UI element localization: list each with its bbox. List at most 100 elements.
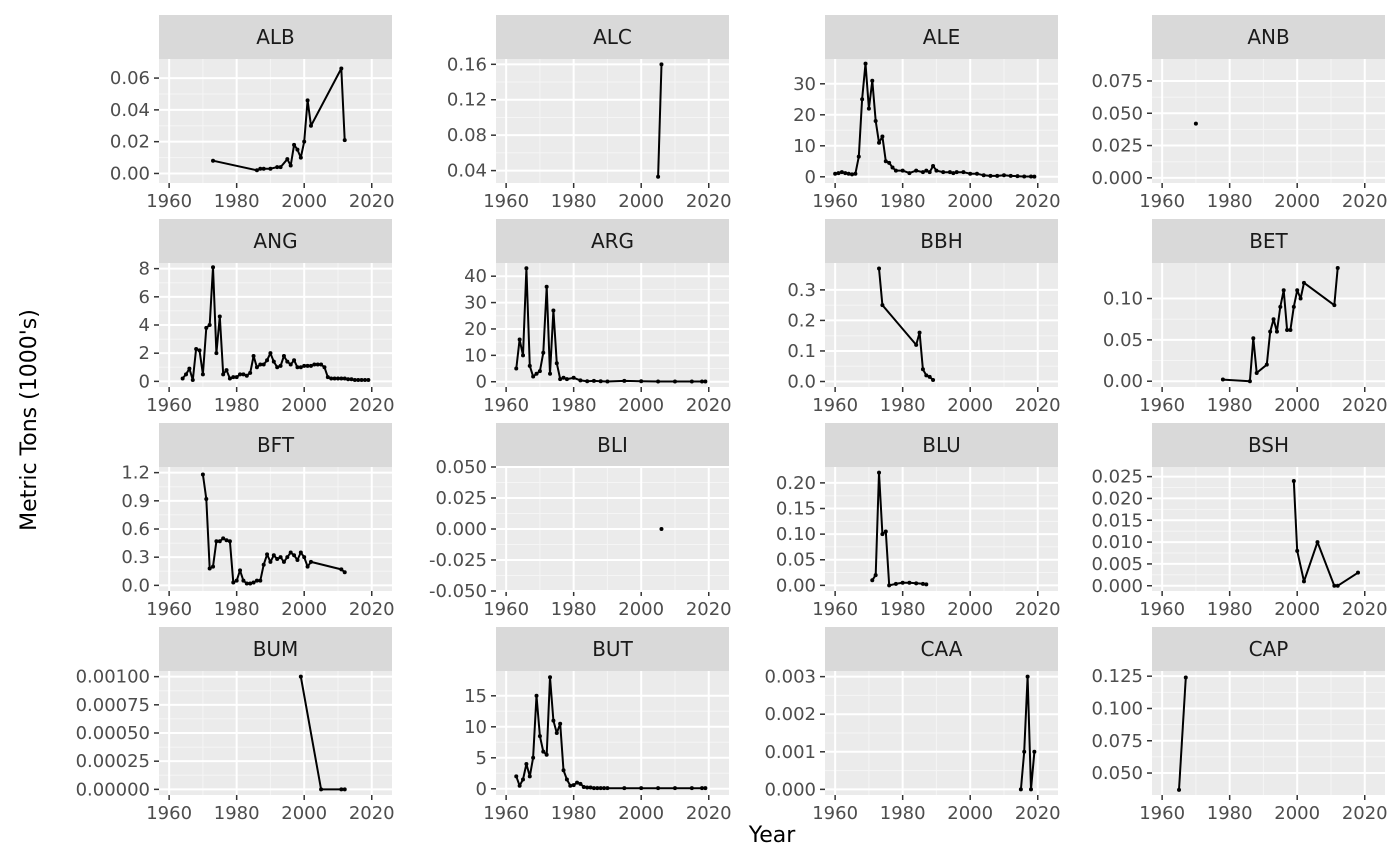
data-point-ang	[275, 365, 280, 370]
data-point-bli	[659, 527, 664, 531]
y-tick-label: 0.6	[121, 519, 150, 540]
y-tick-label: 20	[793, 105, 816, 126]
data-point-alb	[288, 163, 293, 168]
data-point-arg	[639, 379, 644, 384]
facet-strip-ang	[159, 219, 392, 263]
data-point-ale	[890, 165, 895, 170]
facet-strip-bum	[159, 627, 392, 671]
data-point-bft	[204, 496, 209, 501]
facet-alc: ALC 1960 1980 2000 2020 0.04 0.08 0.12 0.16	[447, 15, 732, 212]
data-point-ang	[312, 362, 317, 367]
data-point-ang	[366, 377, 371, 382]
data-point-ang	[302, 363, 307, 368]
data-point-caa	[1028, 787, 1033, 792]
data-point-bbh	[920, 367, 925, 372]
y-tick-label: 0.16	[447, 54, 487, 75]
y-tick-label: 0.3	[787, 280, 816, 301]
data-point-bft	[251, 580, 256, 585]
x-tick-label: 2020	[1015, 191, 1061, 212]
data-point-bft	[224, 538, 229, 543]
data-point-alb	[258, 166, 263, 171]
data-point-ang	[238, 372, 243, 377]
x-tick-label: 1980	[1207, 395, 1253, 416]
y-tick-label: 0.100	[1091, 698, 1143, 719]
data-point-ale	[880, 134, 885, 139]
x-tick-label: 2020	[349, 191, 395, 212]
data-point-arg	[548, 371, 553, 376]
data-point-arg	[703, 379, 708, 384]
y-tick-label: 0	[476, 779, 487, 800]
x-tick-label: 1980	[1207, 599, 1253, 620]
y-tick-label: 0.00	[110, 163, 150, 184]
data-point-but	[581, 784, 586, 789]
facet-label-bsh: BSH	[1248, 433, 1289, 457]
y-tick-label: 30	[793, 74, 816, 95]
data-point-bft	[268, 559, 273, 564]
data-point-bbh	[927, 374, 932, 379]
data-point-bft	[288, 550, 293, 555]
facet-label-blu: BLU	[922, 433, 961, 457]
data-point-bet	[1281, 288, 1286, 293]
data-point-bft	[275, 557, 280, 562]
facet-anb: ANB 1960 1980 2000 2020 0.000 0.025 0.050 0.075	[1091, 15, 1388, 212]
data-point-bbh	[914, 342, 919, 347]
data-point-ang	[335, 376, 340, 381]
facet-ale: ALE 1960 1980 2000 2020 0 10 20 30	[793, 15, 1061, 212]
x-tick-label: 1980	[551, 395, 597, 416]
data-point-but	[544, 752, 549, 757]
data-point-ale	[1001, 173, 1006, 178]
data-point-alb	[292, 142, 297, 147]
data-point-arg	[622, 378, 627, 383]
x-tick-label: 1960	[1139, 803, 1185, 824]
data-point-blu	[880, 532, 885, 537]
data-point-bft	[265, 552, 270, 557]
data-point-bet	[1268, 329, 1273, 334]
data-point-ang	[204, 325, 209, 330]
data-point-bft	[298, 550, 303, 555]
x-tick-label: 2020	[1342, 599, 1388, 620]
facet-label-caa: CAA	[921, 637, 963, 661]
data-point-alb	[302, 139, 307, 144]
y-tick-label: 0.000	[764, 779, 816, 800]
data-point-bft	[258, 578, 263, 583]
panel-background-bsh	[1152, 467, 1385, 591]
facet-label-bet: BET	[1249, 229, 1288, 253]
data-point-blu	[870, 578, 875, 583]
data-point-ang	[268, 351, 273, 356]
facet-ang: ANG 1960 1980 2000 2020 0 2 4 6 8	[139, 219, 395, 416]
x-tick-label: 2000	[618, 803, 664, 824]
data-point-arg	[541, 350, 546, 355]
x-tick-label: 2000	[281, 599, 327, 620]
data-point-ang	[227, 376, 232, 381]
x-tick-label: 1960	[1139, 395, 1185, 416]
y-tick-label: 0.02	[110, 132, 150, 153]
x-tick-label: 1960	[1139, 191, 1185, 212]
x-tick-label: 2020	[686, 599, 732, 620]
data-point-ang	[197, 348, 202, 353]
y-tick-label: 0.000	[1091, 576, 1143, 597]
data-point-ale	[914, 168, 919, 173]
x-tick-label: 2020	[686, 803, 732, 824]
data-point-but	[551, 718, 556, 723]
x-tick-label: 1980	[214, 395, 260, 416]
x-tick-label: 2020	[1015, 395, 1061, 416]
x-tick-label: 2020	[1342, 395, 1388, 416]
data-point-ang	[288, 362, 293, 367]
data-point-arg	[517, 337, 522, 342]
data-point-bft	[261, 562, 266, 567]
y-tick-label: 0.06	[110, 68, 150, 89]
x-tick-label: 1960	[146, 599, 192, 620]
data-point-alb	[339, 66, 344, 71]
data-point-alb	[285, 157, 290, 162]
data-point-bum	[342, 787, 347, 792]
data-point-ang	[241, 372, 246, 377]
y-tick-label: 10	[464, 345, 487, 366]
data-point-bet	[1254, 370, 1259, 375]
data-point-but	[561, 768, 566, 773]
data-point-ang	[190, 377, 195, 382]
data-point-arg	[598, 379, 603, 384]
series-line-cap	[1178, 677, 1187, 790]
x-tick-label: 2000	[618, 395, 664, 416]
data-point-but	[531, 755, 536, 760]
data-point-ang	[292, 358, 297, 363]
